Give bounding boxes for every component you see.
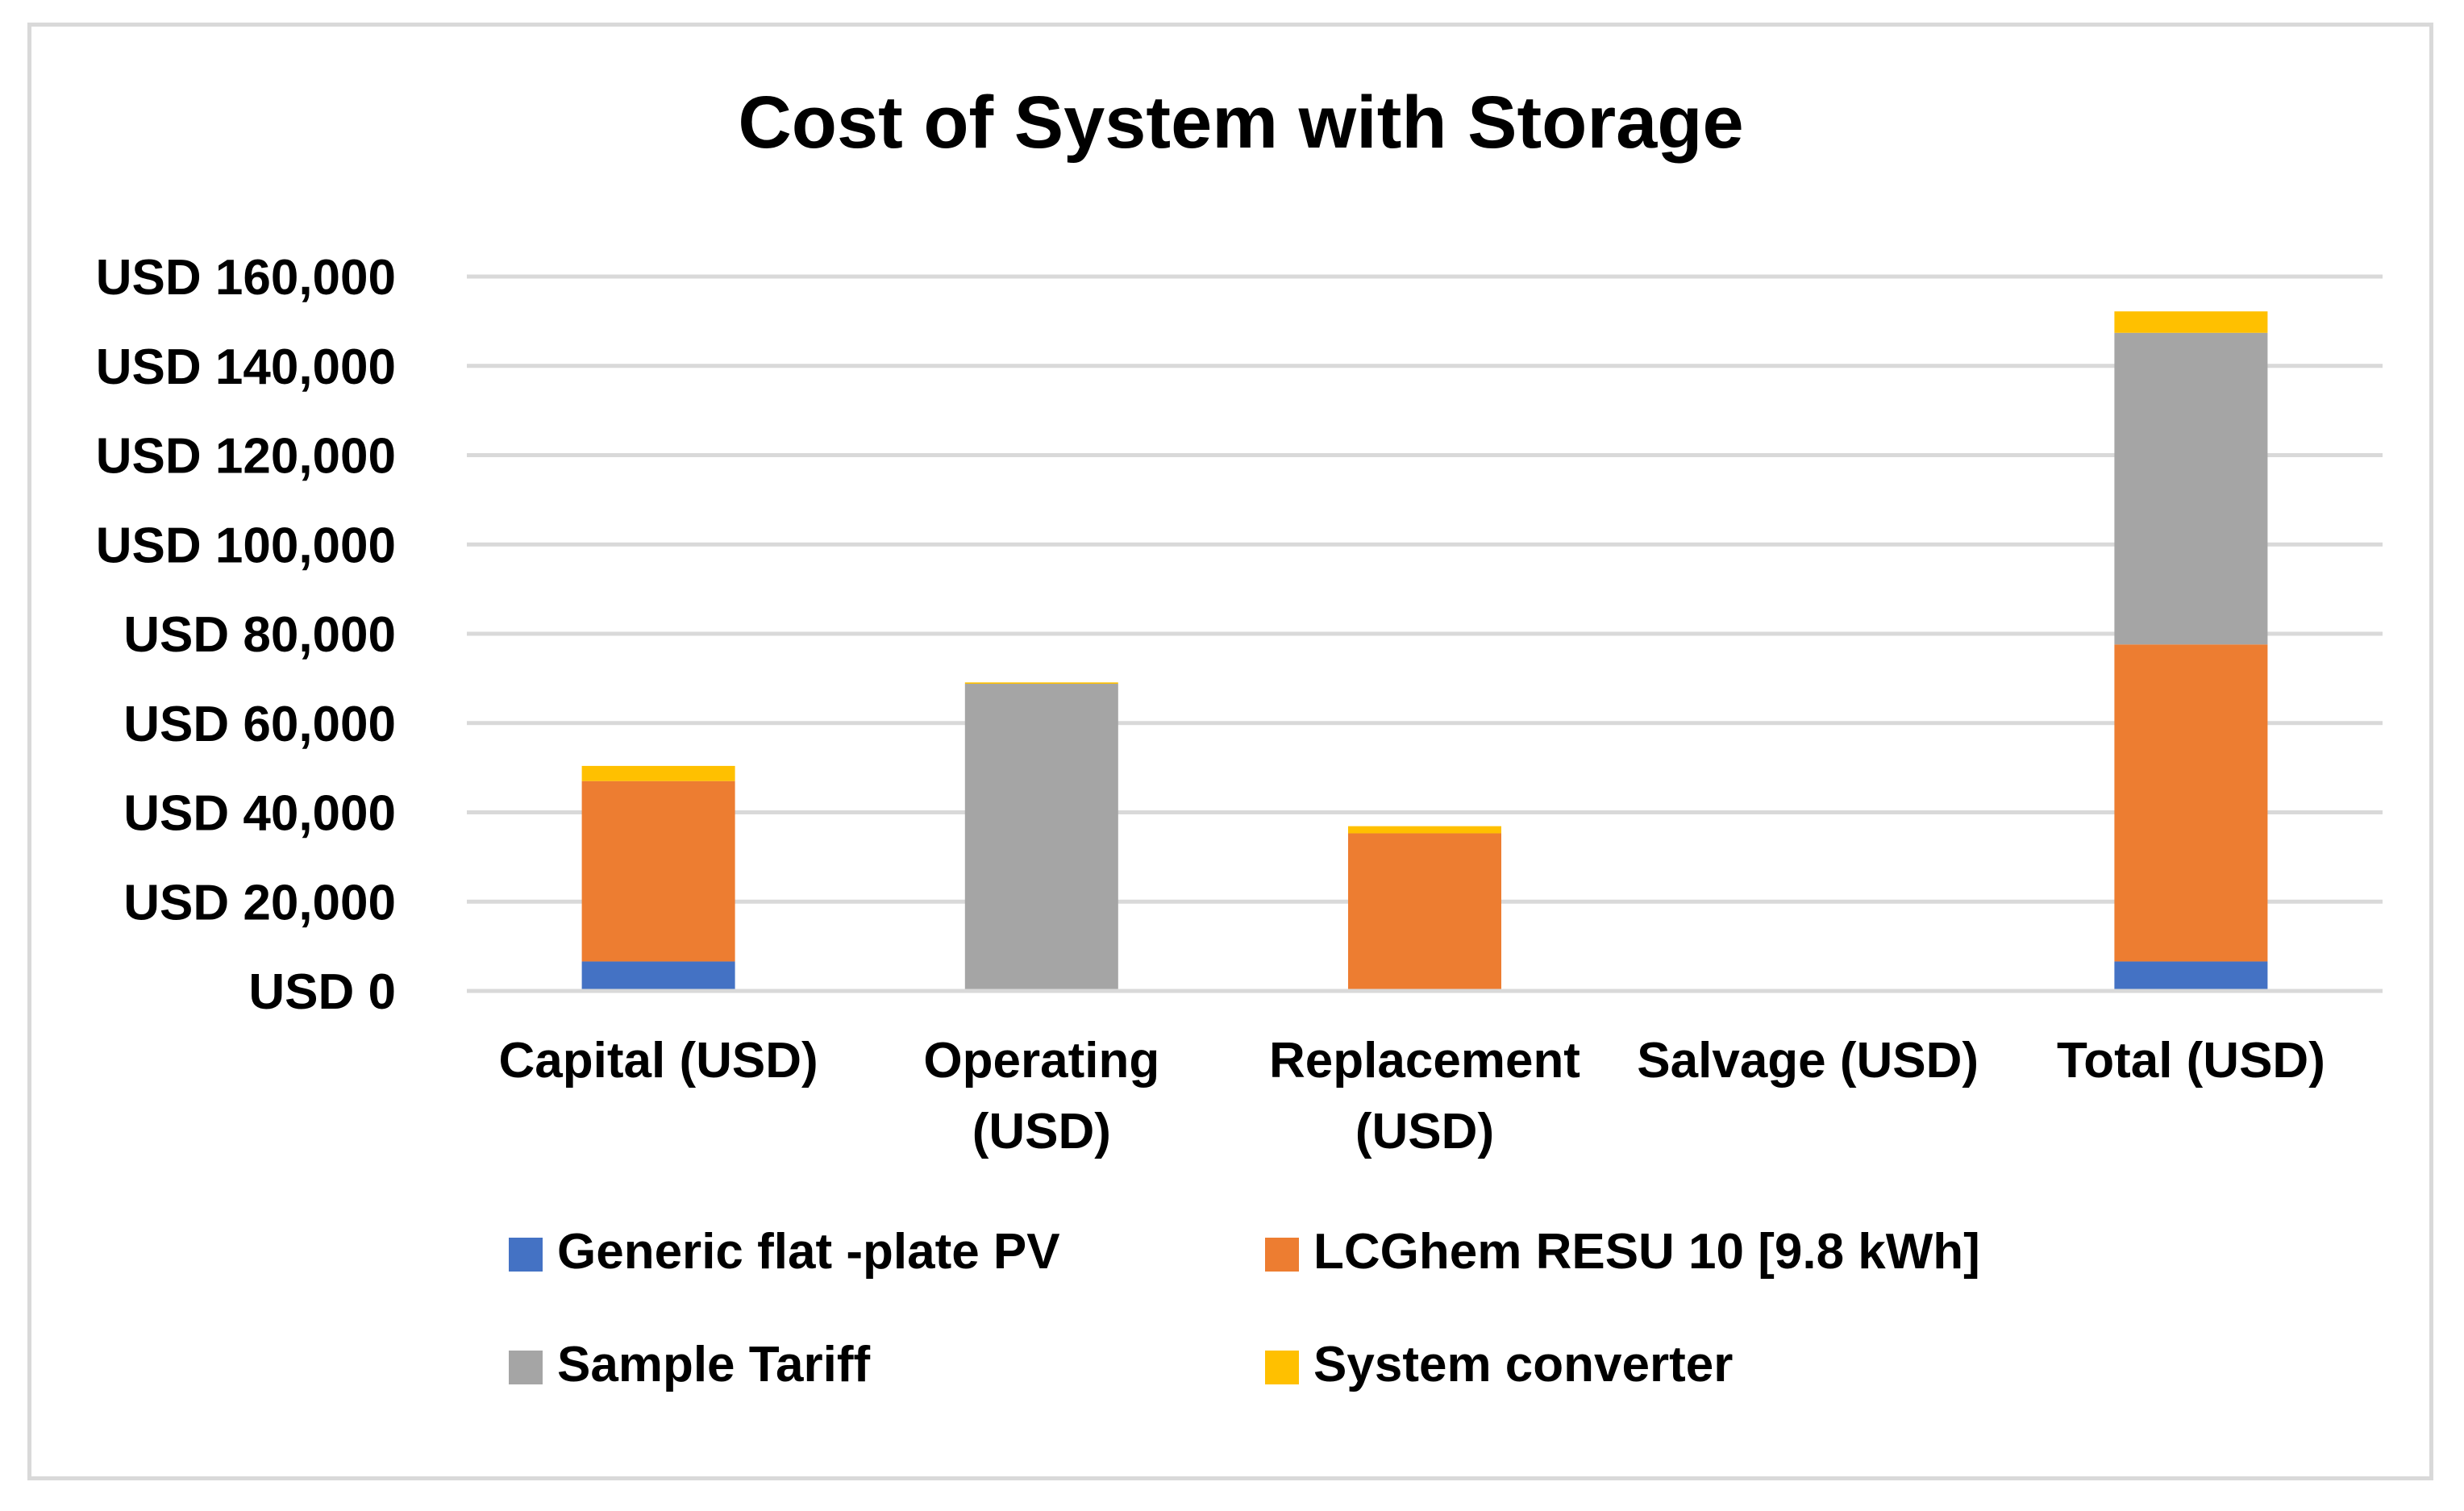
legend-swatch [1265, 1351, 1299, 1384]
x-category-label: Total (USD) [2057, 1033, 2325, 1089]
x-category-label: (USD) [1355, 1104, 1494, 1159]
y-axis-tick-labels: USD 0 USD 20,000 USD 40,000 USD 60,000 USD 8… [96, 250, 396, 1020]
y-tick-label: USD 100,000 [96, 518, 396, 573]
bar-segment-4-2 [2114, 332, 2268, 645]
y-tick-label: USD 0 [248, 964, 396, 1020]
bar-segment-4-3 [2114, 311, 2268, 333]
y-tick-label: USD 40,000 [123, 786, 396, 842]
legend-label: Generic flat -plate PV [557, 1224, 1060, 1280]
legend-swatch [509, 1238, 543, 1272]
legend-label: System converter [1313, 1337, 1733, 1392]
x-category-label: (USD) [972, 1104, 1111, 1159]
bar-segment-4-0 [2114, 961, 2268, 991]
bars [581, 311, 2268, 991]
chart-svg: Cost of System with Storage USD 0 USD 20,… [96, 81, 2383, 1392]
x-category-label: Capital (USD) [499, 1033, 818, 1089]
y-tick-label: USD 60,000 [123, 697, 396, 752]
legend: Generic flat -plate PV LCGhem RESU 10 [9.… [509, 1224, 1980, 1392]
y-tick-label: USD 20,000 [123, 875, 396, 930]
chart-frame: Cost of System with Storage USD 0 USD 20,… [27, 23, 2433, 1480]
x-category-label: Operating [923, 1033, 1159, 1089]
bar-segment-0-3 [581, 765, 735, 781]
legend-swatch [1265, 1238, 1299, 1272]
bar-segment-0-0 [581, 961, 735, 991]
bar-segment-0-1 [581, 780, 735, 962]
y-tick-label: USD 160,000 [96, 250, 396, 306]
y-tick-label: USD 80,000 [123, 607, 396, 663]
x-category-label: Replacement [1269, 1033, 1580, 1089]
x-axis-category-labels: Capital (USD) Operating (USD) Replacement (U… [499, 1033, 2325, 1159]
chart-title: Cost of System with Storage [738, 81, 1743, 164]
bar-segment-1-2 [964, 684, 1118, 991]
bar-segment-2-1 [1348, 833, 1501, 991]
gridlines [467, 274, 2383, 904]
x-category-label: Salvage (USD) [1637, 1033, 1979, 1089]
bar-segment-4-1 [2114, 644, 2268, 962]
bar-segment-1-3 [964, 682, 1118, 685]
legend-label: Sample Tariff [557, 1337, 871, 1392]
legend-label: LCGhem RESU 10 [9.8 kWh] [1313, 1224, 1980, 1280]
legend-swatch [509, 1351, 543, 1384]
bar-segment-2-3 [1348, 826, 1501, 834]
y-tick-label: USD 120,000 [96, 429, 396, 485]
y-tick-label: USD 140,000 [96, 339, 396, 395]
